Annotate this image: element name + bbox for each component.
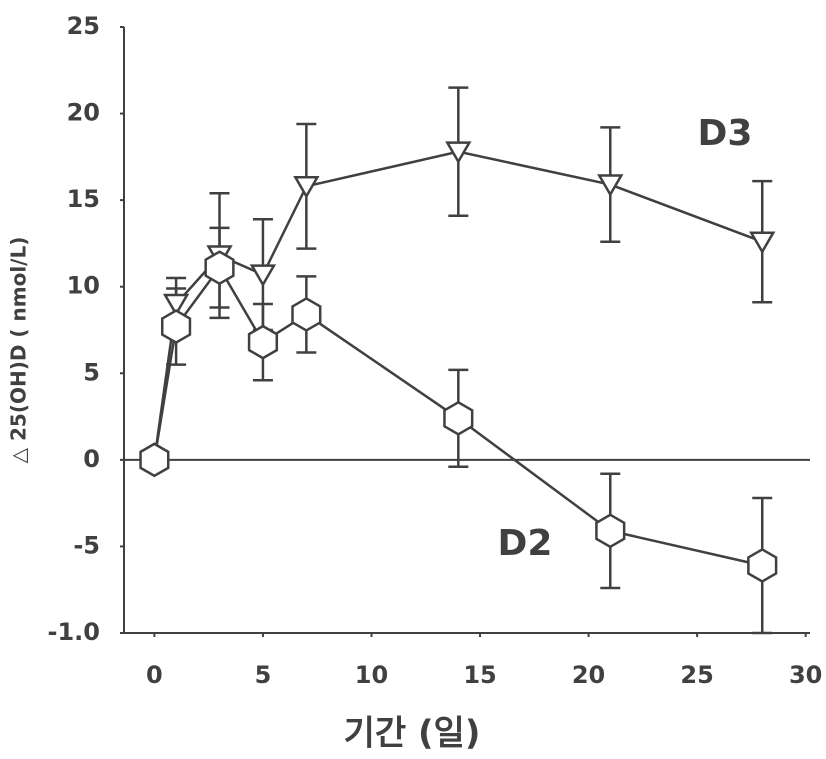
y-tick-label: 20 [67, 99, 100, 127]
marker [747, 548, 778, 583]
x-tick-label: 0 [146, 661, 163, 689]
marker [443, 400, 474, 436]
x-tick-label: 10 [355, 661, 388, 689]
x-tick-label: 5 [255, 661, 272, 689]
y-tick-label: 25 [67, 12, 100, 40]
x-tick-label: 30 [789, 661, 822, 689]
y-tick-label: 15 [67, 185, 100, 213]
marker [204, 250, 235, 286]
marker [293, 176, 320, 199]
marker [749, 231, 776, 255]
y-axis-title: △ 25(OH)D ( nmol/L) [7, 237, 31, 464]
y-tick-label: 0 [83, 445, 100, 473]
y-tick-label: -5 [73, 531, 100, 559]
x-axis-title: 기간 (일) [344, 714, 481, 754]
x-tick-label: 20 [572, 661, 605, 689]
y-tick-label: 10 [67, 272, 100, 300]
series-label: D2 [498, 523, 553, 564]
marker [247, 324, 279, 360]
y-tick-label: 5 [83, 358, 100, 386]
x-tick-label: 15 [463, 661, 496, 689]
series-label: D3 [698, 113, 753, 154]
marker [595, 513, 626, 549]
marker [162, 293, 190, 317]
marker [291, 296, 322, 332]
marker [445, 141, 472, 165]
marker [139, 442, 170, 478]
marker [160, 309, 192, 344]
marker [597, 174, 624, 198]
y-tick-label: -1.0 [48, 618, 100, 646]
marker [249, 264, 277, 288]
x-tick-label: 25 [680, 661, 713, 689]
